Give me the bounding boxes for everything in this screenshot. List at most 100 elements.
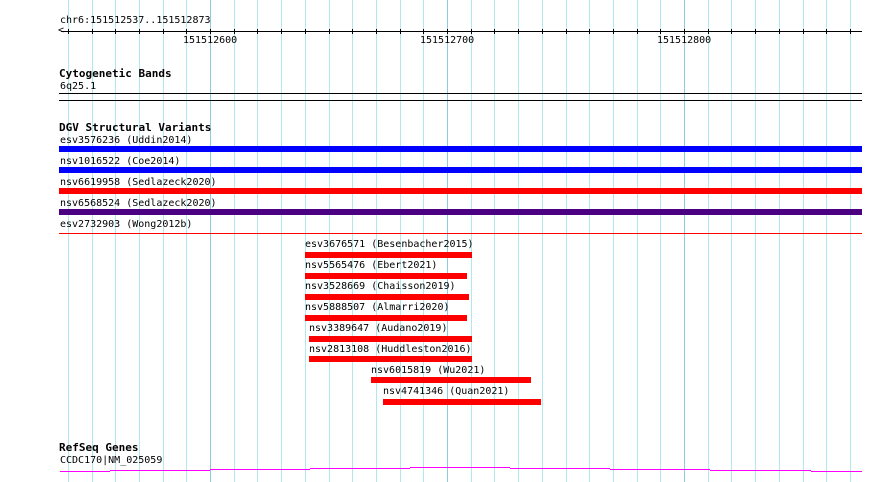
ruler-left-arrow-icon: < xyxy=(58,25,65,36)
grid-line xyxy=(281,0,282,482)
variant-bar[interactable] xyxy=(59,146,862,152)
variant-label[interactable]: nsv3528669 (Chaisson2019) xyxy=(305,281,456,292)
variant-bar[interactable] xyxy=(371,377,531,383)
variant-label[interactable]: esv2732903 (Wong2012b) xyxy=(60,219,193,230)
ruler-tick xyxy=(542,29,543,34)
variant-label[interactable]: nsv2813108 (Huddleston2016) xyxy=(309,344,472,355)
ruler-tick xyxy=(423,29,424,34)
ruler-tick xyxy=(494,29,495,34)
variant-bar[interactable] xyxy=(309,356,472,362)
grid-line xyxy=(589,0,590,482)
variant-bar[interactable] xyxy=(305,273,467,279)
grid-line xyxy=(329,0,330,482)
variant-label[interactable]: nsv6568524 (Sedlazeck2020) xyxy=(60,198,217,209)
cytoband-line[interactable] xyxy=(59,93,862,94)
variant-bar[interactable] xyxy=(309,336,472,342)
variant-label[interactable]: nsv5565476 (Ebert2021) xyxy=(305,260,438,271)
ruler-tick-label: 151512800 xyxy=(657,35,712,46)
grid-line xyxy=(566,0,567,482)
grid-line xyxy=(210,0,211,482)
grid-line xyxy=(731,0,732,482)
ruler-tick xyxy=(637,29,638,34)
ruler-tick xyxy=(755,29,756,34)
grid-line xyxy=(803,0,804,482)
grid-line xyxy=(542,0,543,482)
grid-line xyxy=(637,0,638,482)
gene-segment[interactable] xyxy=(510,468,610,469)
variant-label[interactable]: nsv3389647 (Audano2019) xyxy=(309,323,448,334)
ruler-tick xyxy=(234,29,235,34)
ruler-tick xyxy=(803,29,804,34)
variant-bar[interactable] xyxy=(305,315,467,321)
ruler-tick xyxy=(352,29,353,34)
grid-line xyxy=(779,0,780,482)
grid-line xyxy=(163,0,164,482)
grid-line xyxy=(305,0,306,482)
ruler-tick xyxy=(731,29,732,34)
gene-segment[interactable] xyxy=(710,470,811,471)
variant-label[interactable]: nsv6619958 (Sedlazeck2020) xyxy=(60,177,217,188)
gene-segment[interactable] xyxy=(110,470,210,471)
grid-line xyxy=(257,0,258,482)
gene-segment[interactable] xyxy=(410,467,510,468)
ruler-tick xyxy=(186,29,187,34)
variant-bar[interactable] xyxy=(59,209,862,215)
variant-bar[interactable] xyxy=(305,252,472,258)
grid-line xyxy=(660,0,661,482)
variant-bar[interactable] xyxy=(59,167,862,173)
ruler-tick xyxy=(210,29,211,34)
ruler-tick xyxy=(447,29,448,34)
grid-line xyxy=(376,0,377,482)
ruler-tick-label: 151512600 xyxy=(183,35,238,46)
gene-segment[interactable] xyxy=(210,469,310,470)
variant-label[interactable]: nsv6015819 (Wu2021) xyxy=(371,365,486,376)
cytogenetic-track-title: Cytogenetic Bands xyxy=(59,67,172,80)
ruler-tick xyxy=(518,29,519,34)
ruler-tick xyxy=(281,29,282,34)
ruler-tick xyxy=(115,29,116,34)
dgv-track-title: DGV Structural Variants xyxy=(59,121,212,134)
location-label: chr6:151512537..151512873 xyxy=(60,15,211,26)
ruler-tick xyxy=(257,29,258,34)
variant-label[interactable]: nsv5888507 (Almarri2020) xyxy=(305,302,450,313)
grid-line xyxy=(850,0,851,482)
variant-bar[interactable] xyxy=(383,399,541,405)
grid-line xyxy=(423,0,424,482)
grid-line xyxy=(139,0,140,482)
ruler-tick xyxy=(779,29,780,34)
track-divider xyxy=(59,100,862,101)
variant-label[interactable]: nsv1016522 (Coe2014) xyxy=(60,156,181,167)
ruler-tick xyxy=(850,29,851,34)
gene-segment[interactable] xyxy=(60,471,110,472)
variant-bar[interactable] xyxy=(305,294,469,300)
grid-line xyxy=(400,0,401,482)
gene-segment[interactable] xyxy=(310,468,410,469)
ruler-tick xyxy=(305,29,306,34)
variant-bar[interactable] xyxy=(59,233,862,234)
variant-label[interactable]: nsv4741346 (Quan2021) xyxy=(383,386,510,397)
grid-line xyxy=(755,0,756,482)
grid-line xyxy=(684,0,685,482)
gene-segment[interactable] xyxy=(610,469,710,470)
ruler-tick xyxy=(566,29,567,34)
variant-bar[interactable] xyxy=(59,188,862,194)
variant-label[interactable]: esv3676571 (Besenbacher2015) xyxy=(305,239,474,250)
ruler-tick xyxy=(613,29,614,34)
cytoband-label: 6q25.1 xyxy=(60,81,97,92)
grid-line xyxy=(708,0,709,482)
grid-line xyxy=(186,0,187,482)
ruler-tick xyxy=(92,29,93,34)
ruler-tick xyxy=(660,29,661,34)
ruler-tick xyxy=(376,29,377,34)
gene-label[interactable]: CCDC170|NM_025059 xyxy=(60,455,163,466)
ruler-tick xyxy=(684,29,685,34)
variant-label[interactable]: esv3576236 (Uddin2014) xyxy=(60,135,193,146)
grid-line xyxy=(447,0,448,482)
ruler-axis[interactable] xyxy=(61,31,862,32)
gene-segment[interactable] xyxy=(811,471,862,472)
grid-line xyxy=(613,0,614,482)
ruler-tick xyxy=(471,29,472,34)
grid-line xyxy=(68,0,69,482)
grid-line xyxy=(518,0,519,482)
